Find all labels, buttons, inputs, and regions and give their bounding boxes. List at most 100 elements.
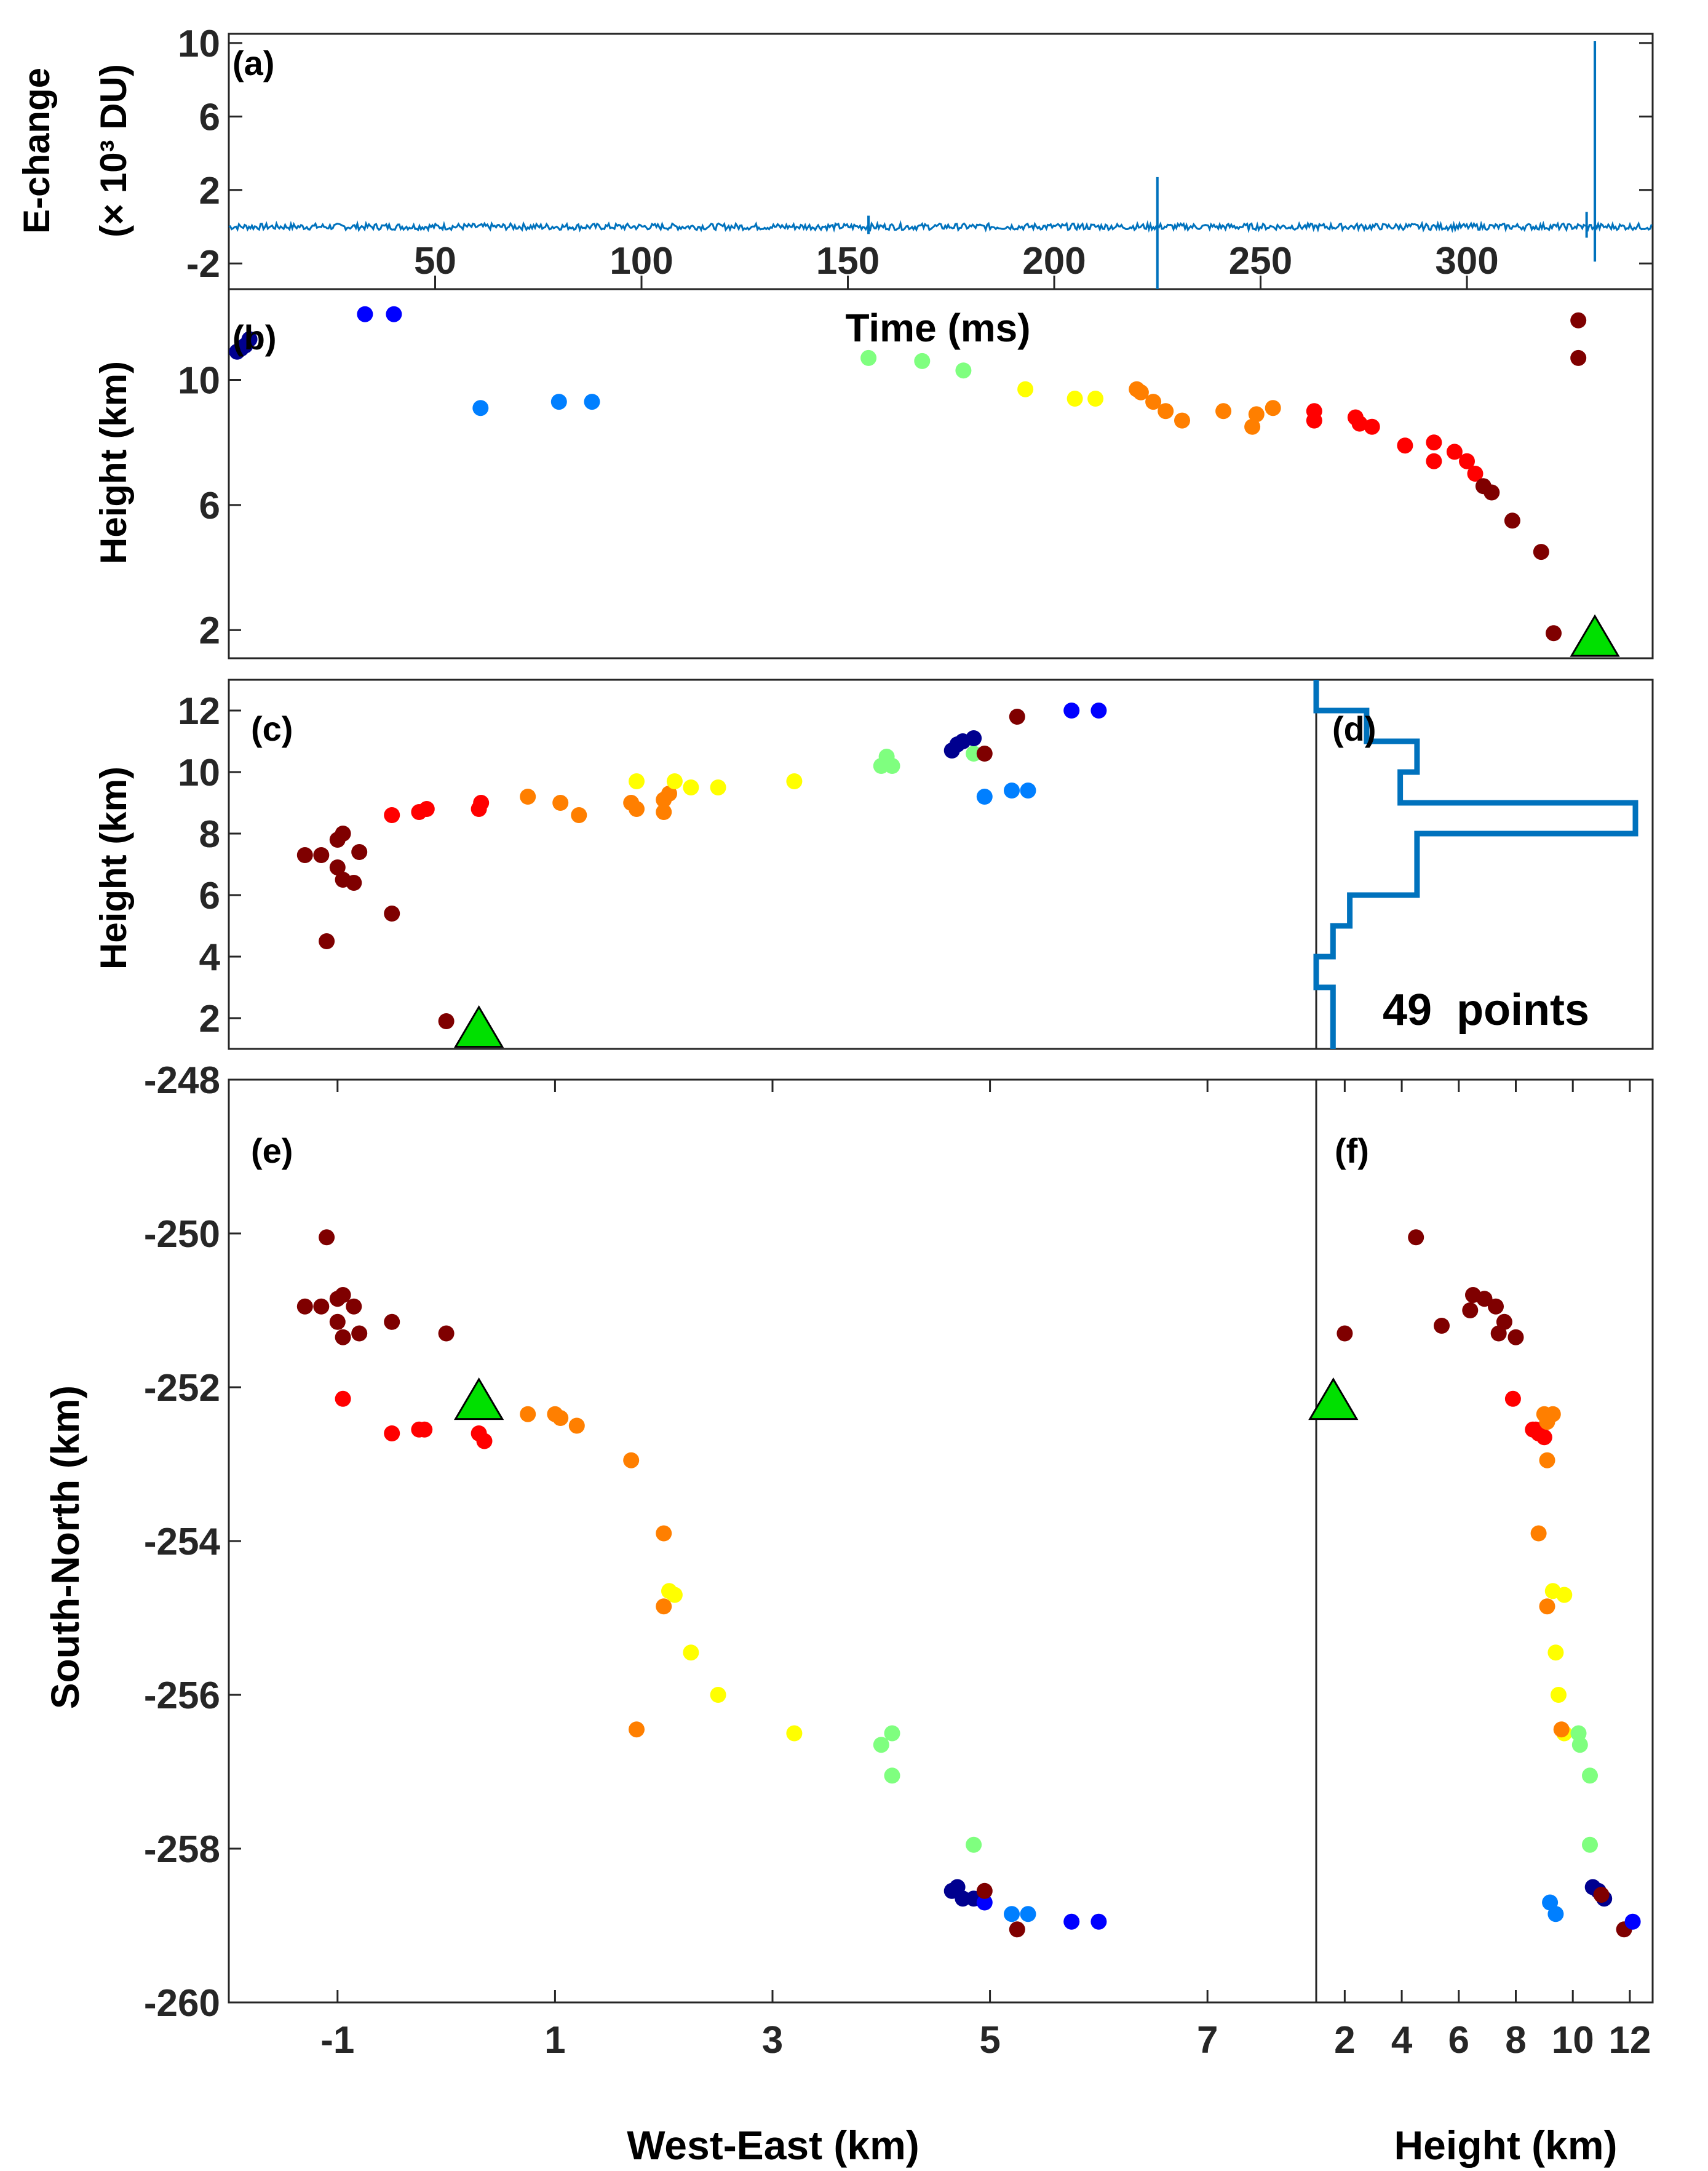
source-point-f — [1434, 1318, 1450, 1334]
source-point-c — [438, 1013, 455, 1029]
source-point-f — [1488, 1298, 1504, 1315]
height-axis-label-c: Height (km) — [93, 767, 134, 970]
source-point-e — [313, 1298, 330, 1315]
source-point-e — [335, 1390, 351, 1407]
source-point-e — [552, 1410, 569, 1426]
xtick-label-a: 100 — [610, 240, 673, 282]
xtick-label-e: -1 — [320, 2019, 354, 2061]
source-point-b — [1158, 403, 1174, 420]
source-point-e — [438, 1325, 455, 1342]
source-point-b — [1467, 466, 1484, 482]
source-point-c — [976, 789, 993, 805]
source-point-f — [1507, 1329, 1524, 1345]
source-point-e — [656, 1525, 672, 1542]
source-point-e — [335, 1287, 351, 1303]
source-point-c — [351, 844, 368, 860]
source-point-f — [1539, 1598, 1555, 1615]
source-point-e — [1004, 1906, 1020, 1922]
ytick-label-e: -260 — [144, 1982, 220, 2025]
xtick-label-e: 5 — [979, 2019, 1000, 2061]
source-point-b — [472, 400, 489, 416]
echange-axis-label: E-change — [16, 68, 57, 234]
source-point-b — [1484, 484, 1500, 501]
source-point-c — [1090, 703, 1107, 719]
source-point-e — [629, 1721, 645, 1738]
source-point-c — [884, 758, 900, 774]
marks-layer — [228, 41, 1653, 1938]
source-point-f — [1553, 1721, 1570, 1738]
source-point-b — [1364, 418, 1380, 435]
south-north-axis-label: South-North (km) — [43, 1385, 87, 1709]
panel-label-a: (a) — [232, 44, 274, 82]
panel-label-d: (d) — [1332, 709, 1376, 748]
ytick-label-e: -250 — [144, 1213, 220, 1256]
source-point-b — [1533, 544, 1549, 560]
source-point-f — [1408, 1229, 1424, 1246]
ytick-label-c: 12 — [178, 690, 220, 733]
source-point-e — [416, 1421, 433, 1438]
source-point-e — [623, 1452, 640, 1468]
source-point-c — [418, 801, 435, 817]
ytick-label-a: -2 — [186, 243, 220, 285]
ytick-label-c: 2 — [199, 998, 220, 1040]
source-point-f — [1539, 1452, 1555, 1468]
source-point-c — [384, 906, 400, 922]
source-point-e — [1009, 1921, 1025, 1938]
source-point-c — [1004, 783, 1020, 799]
source-point-c — [629, 801, 645, 817]
source-point-f — [1490, 1325, 1507, 1342]
height-axis-label-f: Height (km) — [1394, 2122, 1618, 2168]
source-point-b — [1459, 453, 1475, 469]
source-point-e — [351, 1325, 368, 1342]
source-point-c — [473, 795, 490, 811]
source-point-b — [357, 306, 373, 322]
start-marker-f — [1308, 1377, 1359, 1420]
source-point-e — [568, 1417, 585, 1434]
source-point-f — [1624, 1913, 1641, 1930]
source-point-b — [1248, 406, 1265, 423]
points-count-annotation: 49 points — [1383, 986, 1589, 1035]
source-point-e — [710, 1687, 726, 1703]
source-point-c — [552, 795, 569, 811]
source-point-c — [319, 933, 335, 949]
xtick-label-f: 2 — [1334, 2019, 1355, 2061]
source-point-c — [296, 847, 313, 863]
source-point-b — [1570, 349, 1587, 366]
source-point-e — [873, 1737, 889, 1753]
ytick-label-b: 6 — [199, 485, 220, 527]
source-point-b — [241, 331, 258, 348]
source-point-f — [1530, 1525, 1547, 1542]
source-point-c — [966, 730, 982, 746]
ytick-label-e: -252 — [144, 1367, 220, 1409]
ytick-label-b: 10 — [178, 359, 220, 402]
source-point-c — [1020, 783, 1036, 799]
time-axis-label: Time (ms) — [845, 306, 1030, 350]
source-point-c — [656, 804, 672, 820]
source-point-e — [683, 1644, 699, 1661]
source-point-b — [1244, 418, 1261, 435]
source-point-b — [1306, 412, 1322, 429]
xtick-label-a: 50 — [414, 240, 456, 282]
source-point-c — [313, 847, 330, 863]
source-point-e — [1063, 1913, 1080, 1930]
source-point-b — [1145, 394, 1162, 410]
source-point-b — [1174, 412, 1190, 429]
source-point-b — [1067, 391, 1083, 407]
source-point-e — [884, 1767, 900, 1784]
xtick-label-e: 3 — [762, 2019, 783, 2061]
echange-unit-label: (× 10³ DU) — [93, 64, 134, 237]
source-point-e — [319, 1229, 335, 1246]
ytick-label-c: 6 — [199, 875, 220, 917]
source-point-c — [1063, 703, 1080, 719]
source-point-c — [976, 746, 993, 762]
source-point-c — [571, 807, 587, 823]
source-point-f — [1582, 1767, 1598, 1784]
source-point-e — [966, 1836, 982, 1853]
source-point-e — [976, 1882, 993, 1899]
ytick-label-c: 10 — [178, 752, 220, 794]
source-point-e — [1090, 1913, 1107, 1930]
source-point-b — [1426, 434, 1442, 451]
source-point-f — [1547, 1906, 1564, 1922]
source-point-f — [1556, 1587, 1573, 1603]
